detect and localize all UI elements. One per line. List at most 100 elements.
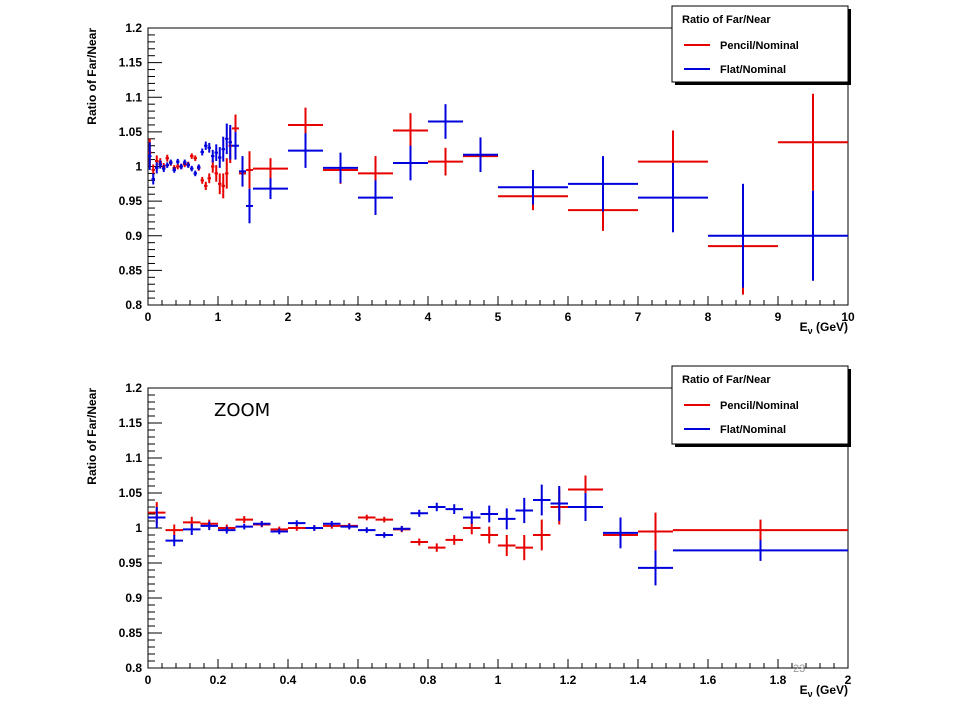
y-tick-label: 0.85	[119, 263, 143, 277]
data-point	[358, 514, 376, 521]
y-tick-label: 0.95	[119, 556, 143, 570]
data-point	[778, 190, 848, 281]
data-point	[375, 532, 393, 538]
data-point	[603, 517, 638, 549]
data-point	[515, 535, 533, 561]
y-tick-label: 1	[135, 160, 142, 174]
data-point	[340, 523, 358, 530]
data-point	[169, 159, 173, 166]
data-point	[253, 178, 288, 200]
x-tick-label: 7	[635, 310, 642, 324]
data-point	[221, 173, 225, 199]
data-point	[148, 507, 166, 528]
x-tick-label: 9	[775, 310, 782, 324]
y-tick-label: 0.8	[125, 298, 142, 312]
data-point	[568, 493, 603, 521]
legend-entry-label: Flat/Nominal	[720, 64, 786, 76]
zoom-label: ZOOM	[214, 400, 270, 421]
data-point	[190, 165, 194, 172]
data-point	[200, 521, 218, 531]
zoomed-ratio-plot: 0.8 0.85 0.9 0.95 1 1.05 1.1 1.15 1.2 0 0.2 0.4 0.6 0…	[85, 365, 852, 699]
legend-entry-label: Pencil/Nominal	[720, 40, 799, 52]
x-tick-label: 1.8	[770, 673, 787, 687]
data-point	[568, 156, 638, 212]
data-point	[393, 113, 428, 148]
data-point	[428, 104, 463, 139]
data-point	[183, 523, 201, 535]
data-point	[358, 527, 376, 533]
data-point	[480, 505, 498, 523]
data-point	[533, 519, 551, 551]
x-tick-label: 8	[705, 310, 712, 324]
data-point	[323, 152, 358, 184]
data-point	[204, 141, 208, 150]
data-point	[228, 124, 232, 160]
data-point	[207, 173, 211, 184]
data-point	[288, 520, 306, 526]
data-point	[221, 136, 225, 162]
data-point	[463, 511, 481, 524]
data-point	[498, 535, 516, 556]
data-point	[186, 162, 190, 168]
legend-entry-label: Pencil/Nominal	[720, 400, 799, 412]
data-point	[193, 170, 197, 177]
x-tick-label: 5	[495, 310, 502, 324]
data-point	[673, 539, 848, 561]
data-point	[155, 162, 159, 174]
data-point	[246, 188, 253, 224]
x-tick-label: 4	[425, 310, 432, 324]
data-point	[480, 526, 498, 544]
data-point	[183, 159, 187, 166]
data-point	[498, 508, 516, 530]
data-point	[638, 550, 673, 586]
data-point	[200, 176, 204, 184]
data-point	[165, 162, 169, 168]
data-point	[204, 181, 208, 191]
data-point	[214, 144, 218, 161]
x-tick-label: 1.4	[630, 673, 647, 687]
y-tick-label: 1.1	[125, 451, 142, 465]
data-point	[428, 147, 463, 176]
data-point	[463, 137, 498, 173]
data-point	[638, 512, 673, 551]
full-range-ratio-plot: 0.8 0.85 0.9 0.95 1 1.05 1.1 1.15 1.2 0 1 2 3 4 5 6 7 8 9 1…	[85, 5, 855, 336]
legend-entry-label: Flat/Nominal	[720, 424, 786, 436]
x-axis-label: Eν (GeV)	[800, 320, 848, 336]
data-point	[288, 133, 323, 168]
data-point	[428, 502, 446, 512]
x-tick-label: 3	[355, 310, 362, 324]
data-point	[225, 158, 229, 189]
data-point	[176, 163, 180, 170]
data-point	[172, 167, 176, 173]
x-tick-label: 6	[565, 310, 572, 324]
y-tick-label: 1.2	[125, 21, 142, 35]
data-point	[410, 509, 428, 517]
legend: Ratio of Far/Near Pencil/Nominal Flat/Nomi…	[671, 365, 851, 447]
y-tick-label: 0.9	[125, 591, 142, 605]
series-flat-nominal	[148, 104, 848, 288]
data-point	[207, 142, 211, 153]
data-point	[158, 160, 162, 169]
data-point	[270, 528, 288, 535]
legend-title: Ratio of Far/Near	[682, 374, 771, 386]
data-point	[253, 158, 288, 179]
data-point	[445, 504, 463, 514]
x-tick-label: 0.2	[210, 673, 227, 687]
data-point	[375, 516, 393, 523]
x-tick-label: 0.6	[350, 673, 367, 687]
data-point	[393, 145, 428, 181]
data-point	[200, 148, 204, 156]
series-flat-nominal	[148, 484, 848, 586]
data-point	[148, 142, 152, 170]
x-tick-label: 10	[841, 310, 855, 324]
data-point	[218, 173, 222, 195]
data-point	[151, 173, 155, 185]
y-tick-label: 1.15	[119, 56, 143, 70]
data-point	[197, 164, 201, 170]
data-point	[393, 525, 411, 532]
data-point	[515, 497, 533, 524]
y-tick-label: 1.2	[125, 381, 142, 395]
data-point	[193, 155, 197, 161]
data-point	[218, 526, 236, 534]
